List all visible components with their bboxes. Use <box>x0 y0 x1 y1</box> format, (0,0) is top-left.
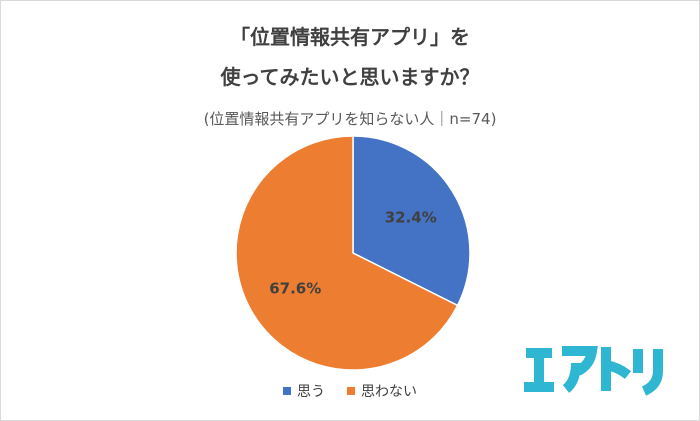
chart-title-line-2: 使ってみたいと思いますか？ <box>220 65 480 89</box>
legend-label-no: 思わない <box>361 384 417 400</box>
legend: 思う 思わない <box>1 381 699 401</box>
data-label-no: 67.6% <box>269 280 321 298</box>
pie-slice-yes <box>352 135 471 307</box>
legend-swatch-no <box>347 387 355 395</box>
airtrip-logo <box>524 346 663 396</box>
legend-item-yes: 思う <box>283 381 325 401</box>
pie-slice-no <box>235 135 459 371</box>
legend-swatch-yes <box>283 387 291 395</box>
chart-subtitle: (位置情報共有アプリを知らない人｜n=74) <box>203 110 497 128</box>
legend-label-yes: 思う <box>297 384 325 400</box>
chart-title-line-1: 「位置情報共有アプリ」を <box>230 25 470 49</box>
legend-item-no: 思わない <box>347 381 417 401</box>
data-label-yes: 32.4% <box>385 208 437 226</box>
